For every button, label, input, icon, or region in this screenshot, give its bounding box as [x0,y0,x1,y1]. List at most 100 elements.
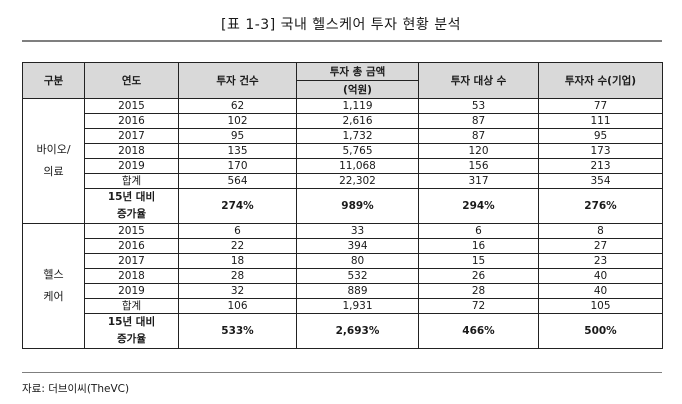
table-row: 헬스 케어 2015 6 33 6 8 [22,223,663,349]
group-label-line1: 헬스 [43,268,64,281]
growth-label-line1: 15년 대비 [107,191,156,203]
cell-targets: 156 [418,158,539,174]
group-label-line1: 바이오/ [36,143,71,156]
growth-label-line2: 증가율 [117,208,146,220]
group-label: 헬스 케어 [22,223,85,349]
table-row: 합계 106 1,931 72 105 [23,298,663,314]
header-group: 구분 [22,62,85,99]
cell-count: 170 [178,158,297,174]
cell-amount: 5,765 [296,143,419,159]
cell-count: 95 [178,128,297,144]
cell-investors: 8 [538,223,663,239]
growth-label: 15년 대비 증가율 [84,188,179,224]
cell-investors: 27 [538,238,663,254]
cell-investors: 95 [538,128,663,144]
growth-label-line2: 증가율 [117,333,146,345]
cell-amount: 80 [296,253,419,269]
header-amount-unit: (억원) [296,80,419,99]
cell-investors: 23 [538,253,663,269]
cell-investors: 111 [538,113,663,129]
cell-amount: 11,068 [296,158,419,174]
table-row: 2019 32 889 28 40 [23,283,663,299]
cell-year: 2016 [84,113,179,129]
cell-targets: 26 [418,268,539,284]
growth-count: 274% [178,188,297,224]
group-label: 바이오/ 의료 [22,98,85,224]
cell-investors: 77 [538,98,663,114]
growth-amount: 989% [296,188,419,224]
cell-amount: 532 [296,268,419,284]
header-count: 투자 건수 [178,62,297,99]
group-label-line2: 케어 [43,290,64,303]
table-row: 2016 22 394 16 27 [23,238,663,254]
cell-count: 564 [178,173,297,189]
cell-targets: 317 [418,173,539,189]
growth-row: 15년 대비 증가율 274% 989% 294% 276% [23,188,663,224]
growth-label-line1: 15년 대비 [107,316,156,328]
growth-count: 533% [178,313,297,349]
growth-investors: 276% [538,188,663,224]
cell-year: 2015 [84,223,179,239]
cell-targets: 87 [418,113,539,129]
cell-count: 28 [178,268,297,284]
table-row: 합계 564 22,302 317 354 [23,173,663,189]
cell-count: 32 [178,283,297,299]
cell-year: 2017 [84,253,179,269]
cell-count: 106 [178,298,297,314]
table-row: 2017 95 1,732 87 95 [23,128,663,144]
table-row: 2018 28 532 26 40 [23,268,663,284]
growth-row: 15년 대비 증가율 533% 2,693% 466% 500% [23,313,663,349]
cell-amount: 33 [296,223,419,239]
cell-count: 102 [178,113,297,129]
header-year: 연도 [84,62,179,99]
cell-targets: 120 [418,143,539,159]
cell-year: 합계 [84,298,179,314]
cell-year: 2018 [84,268,179,284]
cell-targets: 6 [418,223,539,239]
cell-investors: 354 [538,173,663,189]
cell-targets: 28 [418,283,539,299]
header-amount: 투자 총 금액 [296,62,419,81]
cell-investors: 40 [538,283,663,299]
cell-year: 2019 [84,158,179,174]
cell-amount: 1,931 [296,298,419,314]
table-row: 2016 102 2,616 87 111 [23,113,663,129]
cell-year: 2016 [84,238,179,254]
cell-investors: 173 [538,143,663,159]
source-note: 자료: 더브이씨(TheVC) [22,383,130,395]
table-row: 2018 135 5,765 120 173 [23,143,663,159]
footer-divider [22,372,662,373]
cell-targets: 72 [418,298,539,314]
cell-investors: 213 [538,158,663,174]
cell-investors: 40 [538,268,663,284]
cell-amount: 394 [296,238,419,254]
table-row: 바이오/ 의료 2015 62 1,119 53 77 [22,98,663,224]
cell-year: 2019 [84,283,179,299]
growth-targets: 294% [418,188,539,224]
cell-year: 2017 [84,128,179,144]
cell-targets: 15 [418,253,539,269]
cell-targets: 53 [418,98,539,114]
group-label-line2: 의료 [43,165,64,178]
table-row: 2019 170 11,068 156 213 [23,158,663,174]
cell-year: 합계 [84,173,179,189]
cell-year: 2015 [84,98,179,114]
cell-count: 22 [178,238,297,254]
cell-amount: 22,302 [296,173,419,189]
growth-amount: 2,693% [296,313,419,349]
header-investors: 투자자 수(기업) [538,62,663,99]
cell-count: 62 [178,98,297,114]
cell-targets: 87 [418,128,539,144]
cell-amount: 1,732 [296,128,419,144]
header-targets: 투자 대상 수 [418,62,539,99]
cell-year: 2018 [84,143,179,159]
cell-amount: 1,119 [296,98,419,114]
growth-investors: 500% [538,313,663,349]
growth-targets: 466% [418,313,539,349]
cell-targets: 16 [418,238,539,254]
cell-amount: 889 [296,283,419,299]
cell-investors: 105 [538,298,663,314]
title-divider [22,40,662,42]
cell-amount: 2,616 [296,113,419,129]
cell-count: 18 [178,253,297,269]
